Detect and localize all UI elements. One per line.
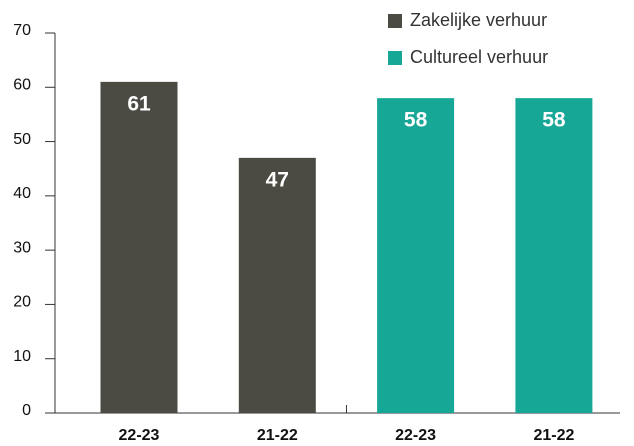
bar: [238, 157, 316, 413]
data-label: 58: [542, 109, 566, 132]
x-tick-label: 21-22: [533, 427, 574, 444]
bar: [100, 81, 178, 413]
y-tick-label: 10: [13, 348, 31, 365]
legend-label: Cultureel verhuur: [410, 47, 548, 67]
legend-swatch: [388, 51, 402, 65]
bar: [515, 98, 593, 414]
legend-label: Zakelijke verhuur: [410, 10, 547, 30]
y-tick-label: 70: [13, 22, 31, 39]
legend-swatch: [388, 14, 402, 28]
y-tick-label: 40: [13, 185, 31, 202]
y-tick-label: 60: [13, 77, 31, 94]
y-tick-label: 50: [13, 131, 31, 148]
x-tick-label: 22-23: [395, 427, 436, 444]
y-tick-label: 30: [13, 239, 31, 256]
y-tick-label: 0: [22, 402, 31, 419]
x-tick-label: 22-23: [119, 427, 160, 444]
data-label: 58: [404, 109, 428, 132]
x-tick-label: 21-22: [257, 427, 298, 444]
y-tick-label: 20: [13, 294, 31, 311]
data-label: 61: [127, 92, 151, 115]
data-label: 47: [266, 168, 289, 191]
bar: [377, 98, 455, 414]
